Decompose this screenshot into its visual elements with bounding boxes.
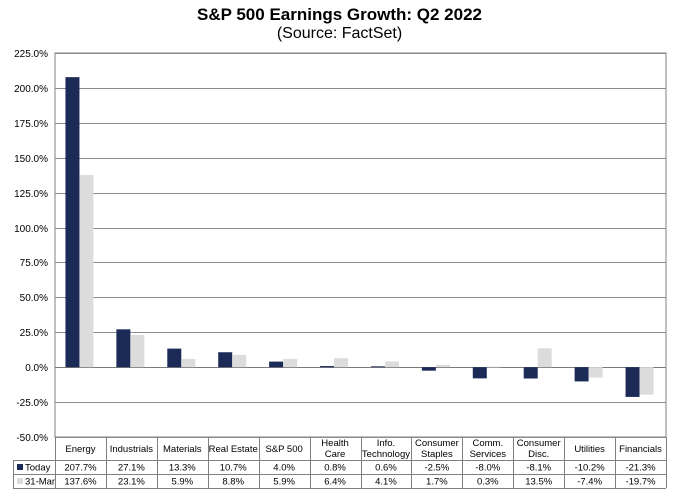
bar-31-mar: [232, 354, 247, 368]
data-label: 10.7%: [220, 463, 247, 474]
data-label: -2.5%: [424, 463, 449, 474]
bar-31-mar: [283, 358, 298, 368]
category-label: Disc.: [528, 449, 549, 460]
data-label: 4.1%: [375, 477, 397, 488]
data-label: 23.1%: [118, 477, 145, 488]
chart-subtitle: (Source: FactSet): [276, 25, 403, 42]
data-label: 1.7%: [426, 477, 448, 488]
bar-today: [65, 77, 80, 368]
category-label: Consumer: [517, 438, 561, 449]
bar-today: [421, 367, 436, 371]
y-tick-label: 175.0%: [14, 119, 48, 130]
category-label: Staples: [421, 449, 453, 460]
category-label: Consumer: [415, 438, 459, 449]
data-label: 207.7%: [64, 463, 97, 474]
data-label: 8.8%: [222, 477, 244, 488]
data-label: 0.6%: [375, 463, 397, 474]
legend-key-today: [17, 464, 23, 470]
y-axis: 225.0% 200.0% 175.0% 150.0% 125.0% 100.0% 75.0…: [14, 49, 48, 444]
category-label: Financials: [619, 444, 662, 455]
data-label: -10.2%: [575, 463, 606, 474]
bar-31-mar: [130, 334, 145, 368]
bar-today: [167, 348, 182, 368]
bar-31-mar: [384, 361, 399, 368]
y-tick-label: 0.0%: [25, 363, 48, 374]
bar-31-mar: [639, 367, 654, 395]
chart-title: S&P 500 Earnings Growth: Q2 2022: [196, 5, 482, 24]
data-label: -19.7%: [625, 477, 656, 488]
bar-today: [625, 367, 640, 397]
bar-today: [116, 329, 131, 368]
data-label: 6.4%: [324, 477, 346, 488]
category-label: Technology: [362, 449, 410, 460]
plot-area-frame: [54, 52, 667, 438]
data-label: -21.3%: [625, 463, 656, 474]
bar-31-mar: [79, 175, 94, 368]
data-label: 5.9%: [171, 477, 193, 488]
legend-key-31-mar: [17, 478, 23, 484]
bar-31-mar: [486, 366, 501, 368]
y-tick-label: 200.0%: [14, 84, 48, 95]
data-label: -8.0%: [475, 463, 500, 474]
bar-31-mar: [181, 358, 196, 368]
bar-today: [574, 367, 589, 382]
category-label: Real Estate: [209, 444, 258, 455]
category-label: Materials: [163, 444, 202, 455]
bar-31-mar: [588, 367, 603, 378]
y-tick-label: -25.0%: [16, 398, 48, 409]
category-label: Care: [325, 449, 346, 460]
y-tick-label: 125.0%: [14, 189, 48, 200]
data-label: -8.1%: [526, 463, 551, 474]
data-label: 27.1%: [118, 463, 145, 474]
series-name: 31-Mar: [25, 477, 55, 488]
bar-today: [269, 361, 284, 368]
gridlines: [54, 52, 667, 438]
bar-today: [523, 367, 538, 379]
y-tick-label: 75.0%: [20, 258, 48, 269]
data-label: 13.3%: [169, 463, 196, 474]
data-label: 0.8%: [324, 463, 346, 474]
category-label: Services: [470, 449, 507, 460]
y-tick-label: 50.0%: [20, 293, 48, 304]
data-label: -7.4%: [577, 477, 602, 488]
bar-today: [320, 366, 335, 368]
data-label: 13.5%: [525, 477, 552, 488]
category-label: Health: [321, 438, 348, 449]
data-label: 137.6%: [64, 477, 97, 488]
series-name: Today: [25, 463, 51, 474]
bar-today: [472, 367, 487, 379]
data-label: 4.0%: [273, 463, 295, 474]
bar-31-mar: [334, 358, 349, 368]
data-label: 0.3%: [477, 477, 499, 488]
data-table: Energy Industrials Materials Real Estate S&P…: [13, 437, 667, 489]
bar-today: [218, 352, 233, 368]
data-label: 5.9%: [273, 477, 295, 488]
bar-today: [370, 366, 385, 368]
category-label: Info.: [377, 438, 396, 449]
y-tick-label: -50.0%: [16, 433, 48, 444]
category-label: Utilities: [574, 444, 605, 455]
category-label: S&P 500: [265, 444, 302, 455]
bars: [65, 77, 654, 397]
category-label: Industrials: [110, 444, 154, 455]
category-label: Energy: [65, 444, 95, 455]
y-tick-label: 25.0%: [20, 328, 48, 339]
bar-31-mar: [435, 364, 450, 368]
y-tick-label: 150.0%: [14, 154, 48, 165]
y-tick-label: 100.0%: [14, 224, 48, 235]
bar-31-mar: [537, 348, 552, 368]
y-tick-label: 225.0%: [14, 49, 48, 60]
category-label: Comm.: [472, 438, 503, 449]
